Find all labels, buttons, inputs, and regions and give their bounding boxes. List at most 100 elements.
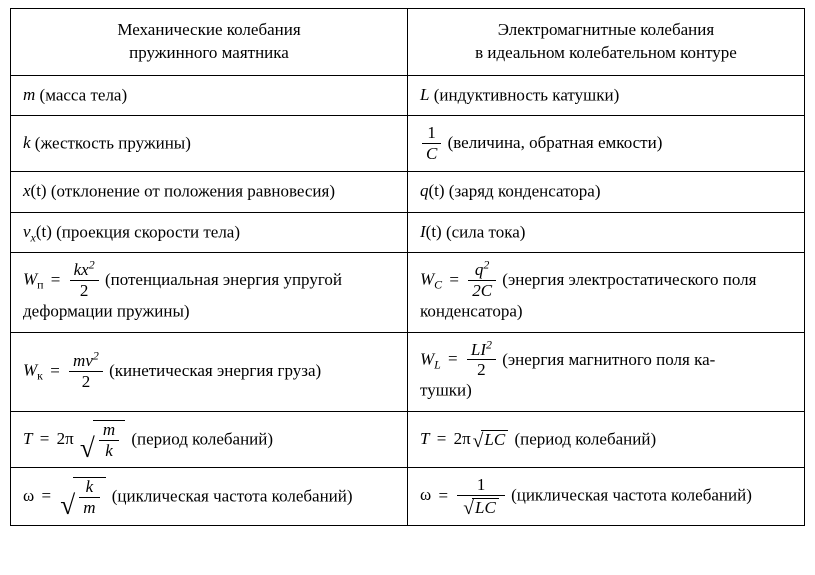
description: (период колебаний) — [514, 429, 656, 448]
cell-right: ω = 1 √LC (циклическая частота колебаний… — [408, 468, 805, 525]
fraction-den: 2 — [70, 281, 99, 300]
lhs: T — [420, 429, 429, 448]
lhs: ω — [23, 486, 34, 505]
description: (циклическая частота колебаний) — [112, 486, 353, 505]
description-line2: конденсатора) — [420, 302, 523, 321]
equals: = — [50, 361, 60, 380]
header-right-line1: Электромагнитные колебания — [498, 20, 714, 39]
equals: = — [438, 486, 448, 505]
fraction: LI2 2 — [467, 341, 496, 380]
symbol: q — [420, 181, 429, 200]
coefficient: 2π — [454, 429, 471, 448]
cell-left: vx(t) (проекция скорости тела) — [11, 212, 408, 253]
header-left: Механические колебания пружинного маятни… — [11, 9, 408, 76]
fraction-num: 1 — [457, 476, 505, 496]
radical: √ k m — [60, 477, 105, 517]
description: (сила тока) — [446, 222, 526, 241]
fraction-num: 1 — [422, 124, 441, 144]
equals: = — [40, 429, 50, 448]
cell-left: Wп = kx2 2 (потенциальная энергия упруго… — [11, 253, 408, 332]
lhs-base: W — [420, 270, 434, 289]
radical: √ m k — [80, 420, 125, 460]
lhs-sub: L — [434, 357, 441, 371]
lhs-sub: п — [37, 278, 43, 292]
table-row: ω = √ k m (циклическая частота колебаний… — [11, 468, 805, 525]
fraction-den: m — [79, 498, 99, 517]
fraction-num: kx2 — [70, 261, 99, 281]
fraction-den: √LC — [457, 496, 505, 517]
argument: (t) — [426, 222, 442, 241]
fraction: mv2 2 — [69, 352, 103, 391]
table-row: k (жесткость пружины) 1 C (величина, обр… — [11, 116, 805, 172]
description: (проекция скорости тела) — [56, 222, 240, 241]
cell-left: T = 2π √ m k (период колебаний) — [11, 411, 408, 468]
fraction-den: 2 — [467, 360, 496, 379]
description: (заряд конденсатора) — [449, 182, 601, 201]
symbol: x — [23, 181, 31, 200]
table-row: m (масса тела) L (индуктивность катушки) — [11, 75, 805, 116]
description-line2: тушки) — [420, 381, 472, 400]
cell-right: T = 2π√LC (период колебаний) — [408, 411, 805, 468]
lhs: T — [23, 429, 32, 448]
cell-right: L (индуктивность катушки) — [408, 75, 805, 116]
cell-left: m (масса тела) — [11, 75, 408, 116]
table-row: Wк = mv2 2 (кинетическая энергия груза) … — [11, 332, 805, 411]
radicand: k m — [73, 477, 105, 517]
lhs-sub: к — [37, 369, 43, 383]
description: (циклическая частота колебаний) — [511, 486, 752, 505]
page: Механические колебания пружинного маятни… — [0, 0, 815, 575]
coefficient: 2π — [57, 429, 74, 448]
cell-left: ω = √ k m (циклическая частота колебаний… — [11, 468, 408, 525]
fraction: 1 √LC — [457, 476, 505, 516]
fraction-num-base: mv — [73, 351, 93, 370]
lhs-base: W — [23, 361, 37, 380]
description: (жесткость пружины) — [35, 134, 191, 153]
argument: (t) — [36, 222, 52, 241]
description-line1: (потенциальная энергия упругой — [105, 270, 342, 289]
description: (масса тела) — [40, 86, 128, 105]
fraction: 1 C — [422, 124, 441, 163]
cell-right: WL = LI2 2 (энергия магнитного поля ка- … — [408, 332, 805, 411]
fraction-num: mv2 — [69, 352, 103, 372]
cell-right: WC = q2 2C (энергия электростатического … — [408, 253, 805, 332]
fraction-den: C — [422, 144, 441, 163]
radicand: m k — [93, 420, 125, 460]
fraction: q2 2C — [468, 261, 496, 300]
cell-right: q(t) (заряд конденсатора) — [408, 172, 805, 213]
argument: (t) — [31, 181, 47, 200]
radicand: LC — [481, 430, 508, 449]
fraction-den: k — [99, 441, 119, 460]
argument: (t) — [429, 181, 445, 200]
header-left-line2: пружинного маятника — [129, 43, 289, 62]
fraction: m k — [99, 421, 119, 460]
fraction: kx2 2 — [70, 261, 99, 300]
fraction-num: LI2 — [467, 341, 496, 361]
symbol: k — [23, 133, 31, 152]
equals: = — [449, 270, 459, 289]
table-row: Wп = kx2 2 (потенциальная энергия упруго… — [11, 253, 805, 332]
table-row: vx(t) (проекция скорости тела) I(t) (сил… — [11, 212, 805, 253]
fraction-num-base: kx — [74, 260, 89, 279]
lhs-base: W — [420, 349, 434, 368]
equals: = — [51, 270, 61, 289]
cell-right: 1 C (величина, обратная емкости) — [408, 116, 805, 172]
radicand: LC — [472, 498, 499, 517]
fraction-num-sup: 2 — [93, 349, 99, 363]
fraction-num-base: LI — [471, 340, 486, 359]
fraction-num: m — [99, 421, 119, 441]
description: (кинетическая энергия груза) — [109, 361, 321, 380]
description-line2: деформации пружины) — [23, 302, 190, 321]
fraction-num: q2 — [468, 261, 496, 281]
description: (индуктивность катушки) — [434, 86, 620, 105]
description: (период колебаний) — [131, 429, 273, 448]
radical: √LC — [463, 498, 499, 517]
table-row: Механические колебания пружинного маятни… — [11, 9, 805, 76]
fraction-den: 2C — [468, 281, 496, 300]
lhs-base: W — [23, 270, 37, 289]
equals: = — [41, 486, 51, 505]
cell-left: x(t) (отклонение от положения равновесия… — [11, 172, 408, 213]
description-line1: (энергия электростатического поля — [502, 270, 756, 289]
fraction-num-sup: 2 — [486, 337, 492, 351]
fraction-num-sup: 2 — [89, 258, 95, 272]
description: (величина, обратная емкости) — [448, 133, 663, 152]
